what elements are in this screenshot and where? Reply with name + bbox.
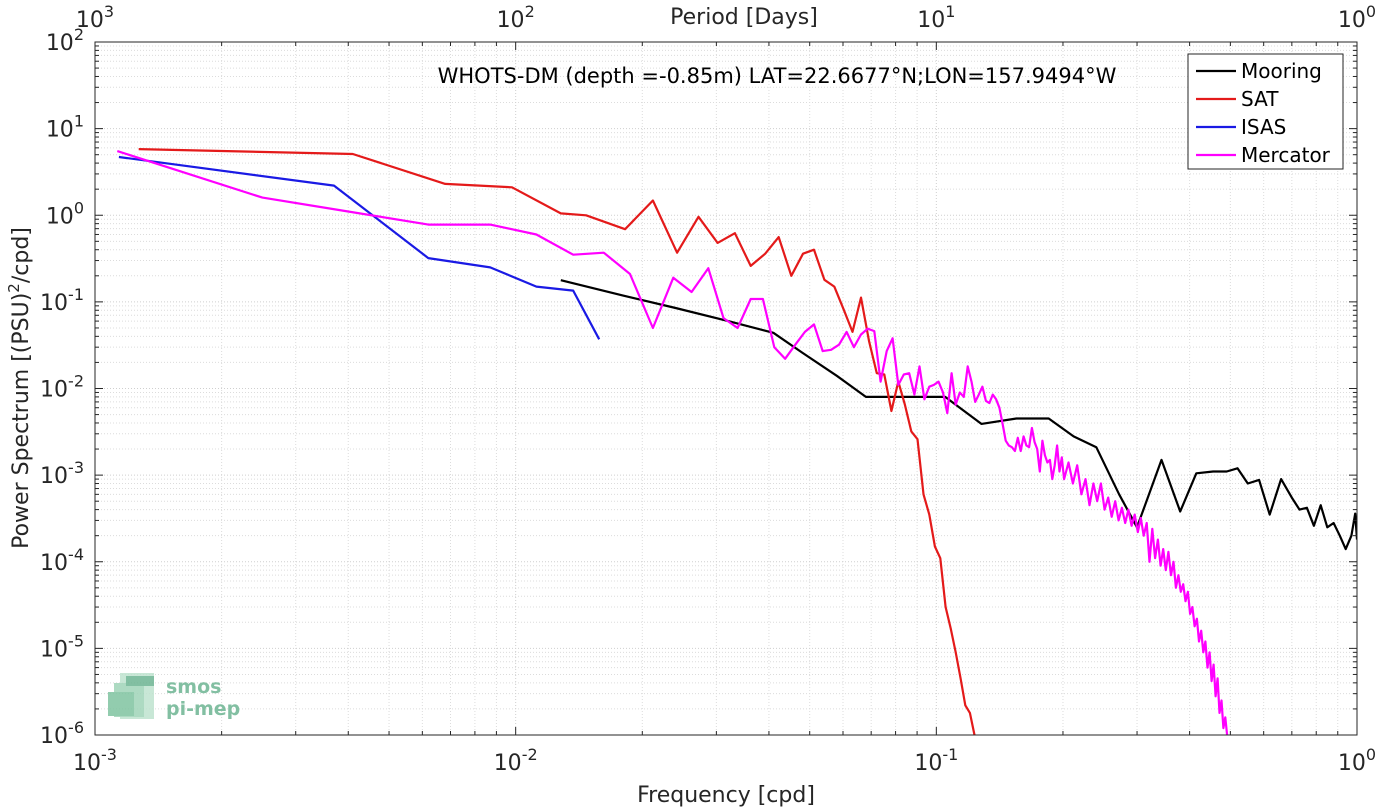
legend-entries: Mooring SAT ISAS Mercator (1196, 59, 1331, 167)
series-group (116, 148, 1357, 735)
y-tick-label: 100 (46, 198, 84, 229)
x-axis-label: Frequency [cpd] (637, 783, 815, 808)
series-line-mercator (116, 150, 1229, 735)
y-axis-label: Power Spectrum [(PSU)2/cpd] (5, 227, 34, 549)
top-tick-label: 100 (1338, 2, 1376, 33)
axis-ticks (94, 41, 1358, 736)
x-tick-label: 10-3 (73, 745, 117, 776)
y-tick-label: 101 (46, 112, 84, 143)
y-tick-label: 10-2 (40, 372, 84, 403)
y-tick-label: 102 (46, 25, 84, 56)
legend-label-mooring: Mooring (1241, 59, 1322, 83)
legend-label-mercator: Mercator (1241, 143, 1331, 167)
legend-label-isas: ISAS (1241, 115, 1286, 139)
logo-line1: smos (166, 676, 221, 698)
legend-label-sat: SAT (1241, 87, 1279, 111)
major-grid (94, 41, 1358, 736)
smos-pimep-logo: smos pi-mep (108, 673, 240, 720)
top-tick-label: 101 (917, 2, 955, 33)
legend-box (1187, 53, 1344, 170)
x-tick-label: 10-1 (914, 745, 958, 776)
y-tick-label: 10-3 (40, 458, 84, 489)
series-line-mooring (560, 279, 1357, 551)
y-axis-label-main: Power Spectrum [(PSU) (9, 293, 34, 549)
top-tick-label: 102 (497, 2, 535, 33)
y-tick-label: 10-1 (40, 285, 84, 316)
series-line-sat (138, 148, 976, 735)
top-axis-label: Period [Days] (670, 5, 818, 30)
chart-title: WHOTS-DM (depth =-0.85m) LAT=22.6677°N;L… (438, 64, 1117, 88)
top-tick-label: 103 (76, 2, 114, 33)
y-tick-label: 10-6 (40, 718, 84, 749)
legend: Mooring SAT ISAS Mercator (1187, 53, 1344, 170)
x-tick-label: 10-2 (494, 745, 538, 776)
y-tick-label: 10-5 (40, 631, 84, 662)
series-line-isas (118, 155, 601, 340)
x-tick-label: 100 (1338, 745, 1376, 776)
y-tick-label: 10-4 (40, 545, 84, 576)
y-axis-label-tail: /cpd] (9, 227, 34, 283)
y-axis-label-sup: 2 (5, 283, 23, 293)
logo-mark-icon (108, 673, 154, 719)
logo-line2: pi-mep (166, 698, 240, 720)
